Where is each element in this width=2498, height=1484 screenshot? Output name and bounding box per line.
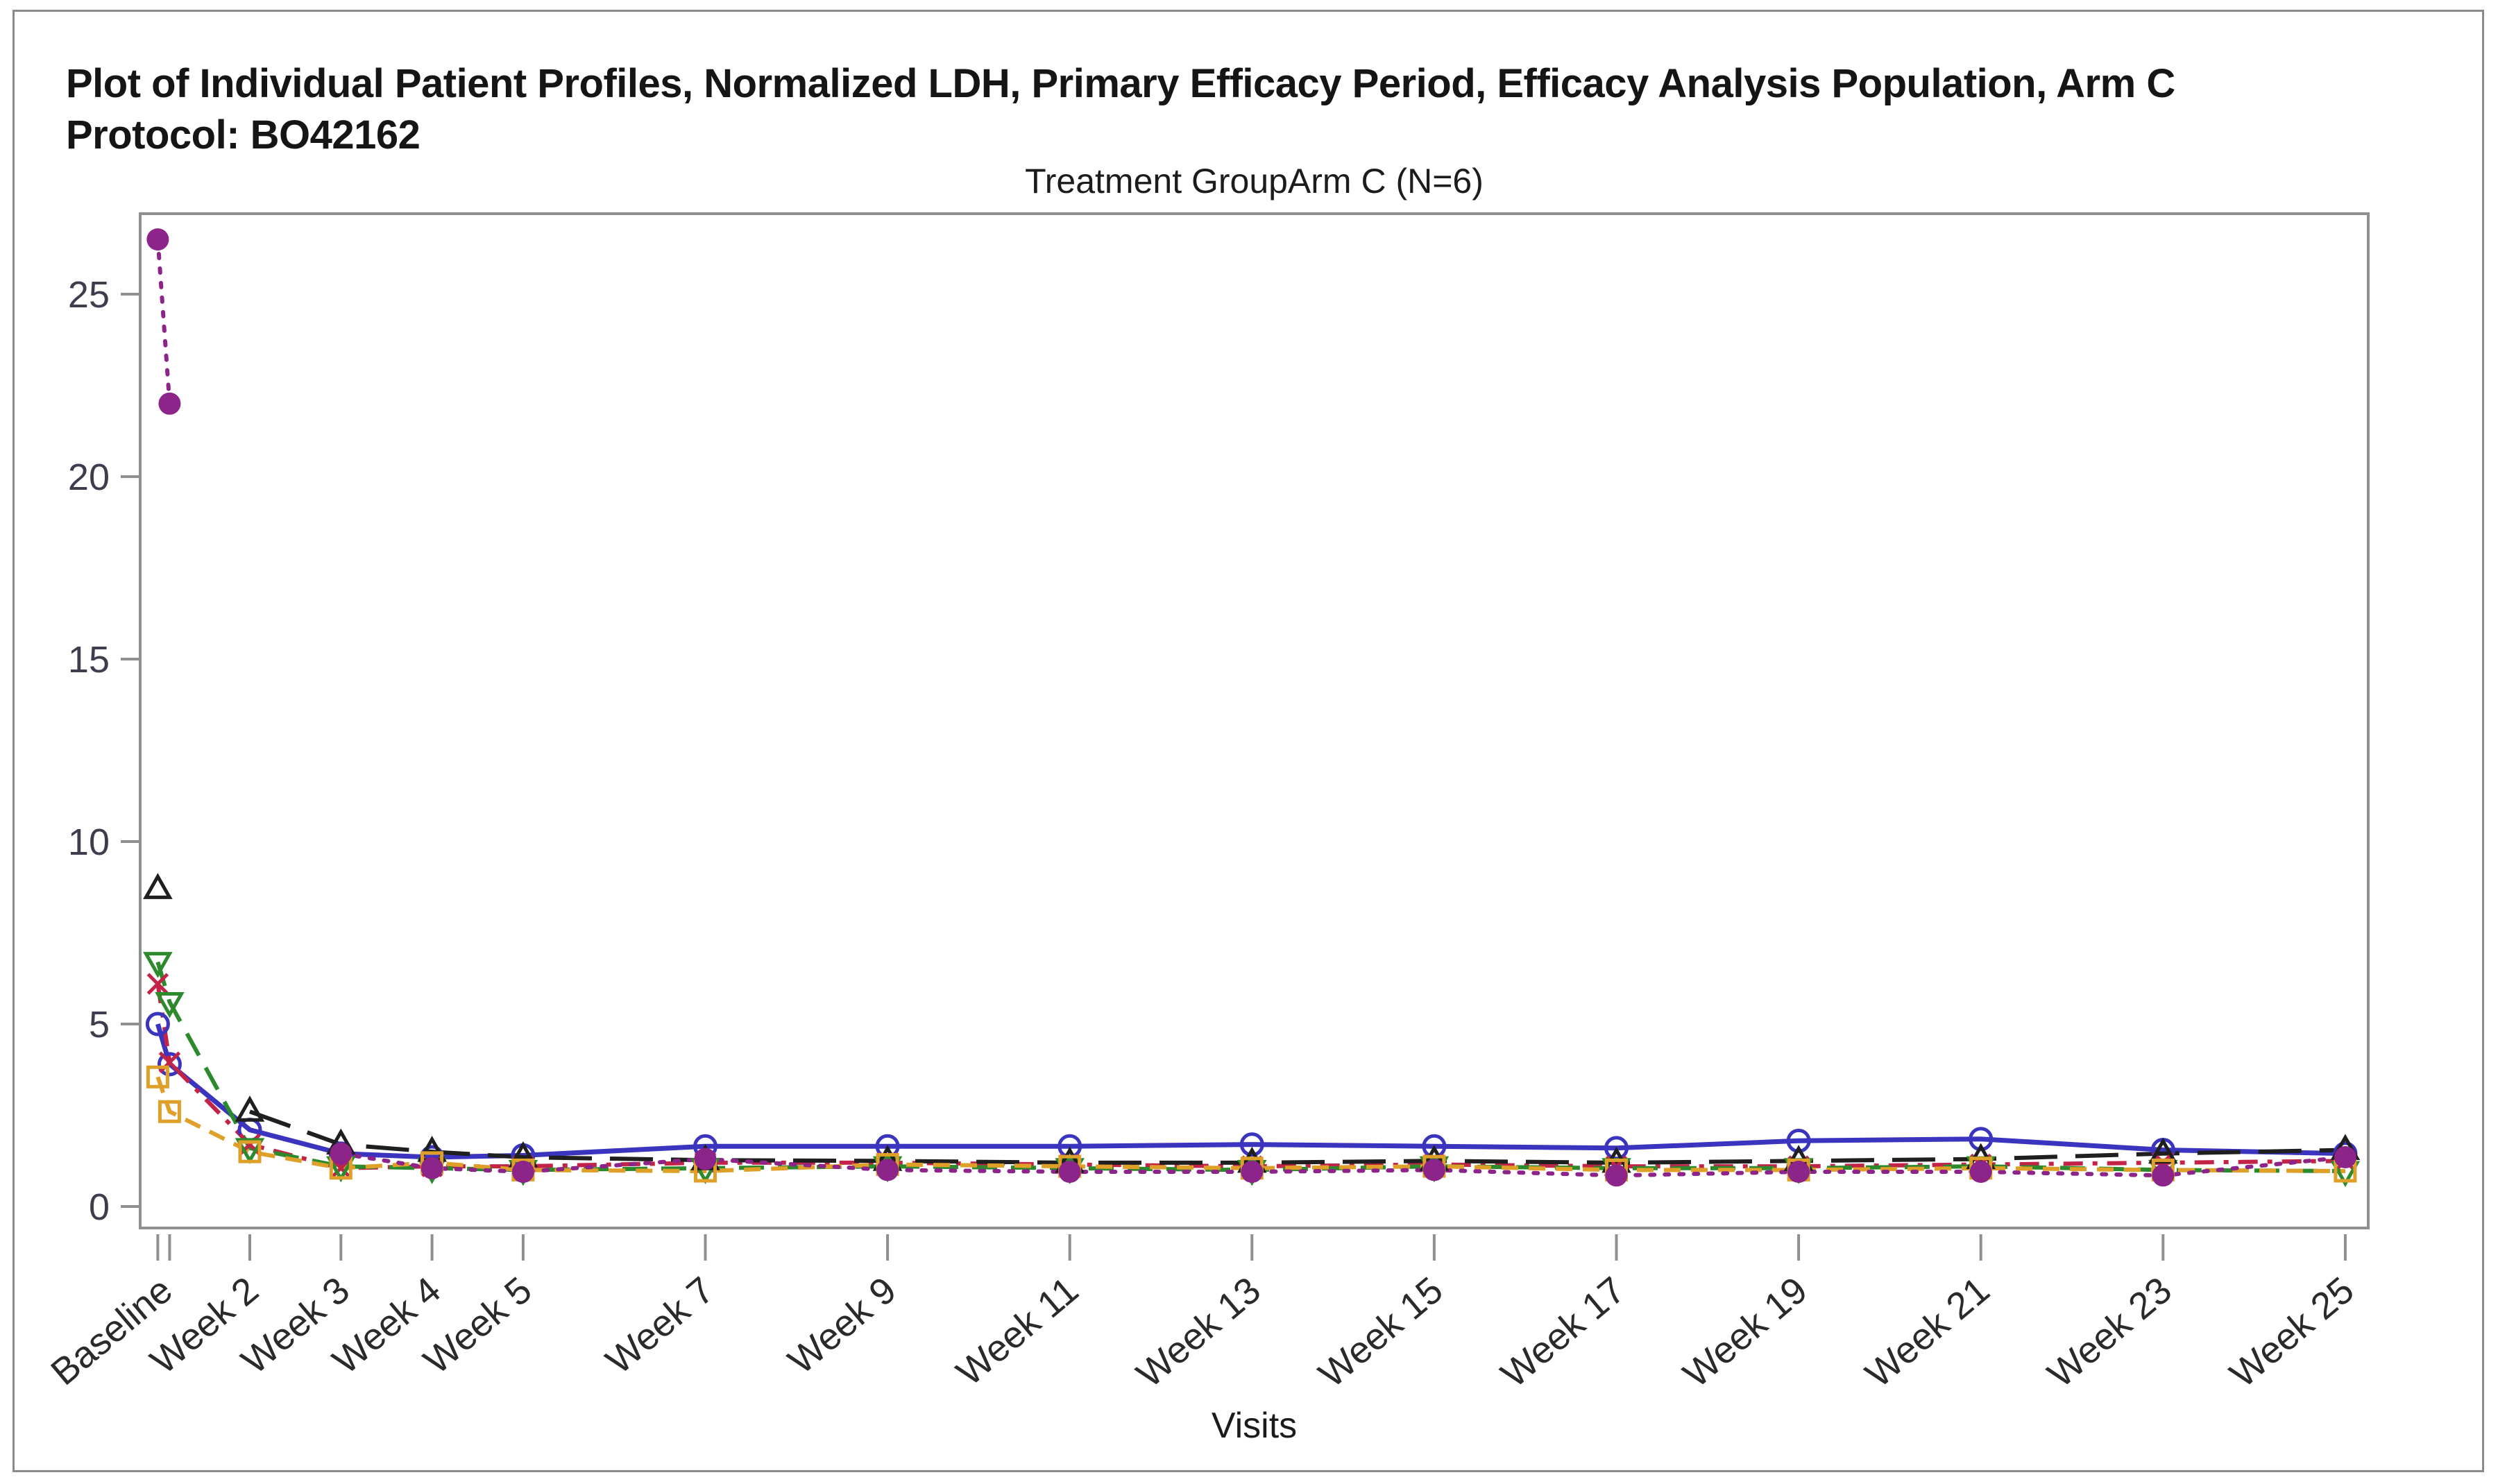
y-axis-tick-label: 20 xyxy=(68,457,110,498)
x-axis-title: Visits xyxy=(1212,1406,1297,1446)
marker-circle-filled-patient-6 xyxy=(876,1159,899,1182)
marker-circle-filled-patient-6 xyxy=(330,1142,352,1165)
marker-circle-open-patient-1 xyxy=(157,1052,182,1077)
marker-square-open-patient-5 xyxy=(158,1100,181,1123)
marker-x-patient-2 xyxy=(146,973,169,995)
y-axis-tick-label: 15 xyxy=(68,639,110,681)
series-line-patient-6 xyxy=(155,237,2347,1178)
marker-circle-filled-patient-6 xyxy=(1969,1161,1992,1184)
marker-triangle-down-open-patient-3 xyxy=(155,991,185,1018)
series-line-patient-4 xyxy=(248,1109,2345,1165)
x-axis-visit-label: Week 21 xyxy=(1858,1269,1997,1395)
marker-square-open-patient-5 xyxy=(238,1140,262,1163)
y-axis-tick-label: 0 xyxy=(89,1186,110,1228)
marker-circle-filled-patient-6 xyxy=(511,1161,534,1184)
marker-circle-filled-patient-6 xyxy=(694,1148,717,1170)
marker-circle-filled-patient-6 xyxy=(2334,1145,2356,1168)
x-axis-visit-label: Week 9 xyxy=(781,1269,904,1382)
marker-circle-filled-patient-6 xyxy=(1422,1159,1445,1182)
x-axis-visit-label: Week 11 xyxy=(949,1269,1086,1394)
marker-circle-open-patient-1 xyxy=(145,1012,170,1037)
x-axis-visit-label: Baseline xyxy=(43,1269,180,1393)
chart-title-line1: Plot of Individual Patient Profiles, Nor… xyxy=(66,61,2175,106)
plot-wall xyxy=(139,212,2370,1229)
x-axis-visit-label: Week 19 xyxy=(1676,1269,1815,1395)
marker-circle-filled-patient-6 xyxy=(420,1157,443,1179)
y-axis-tick-label: 25 xyxy=(68,274,110,316)
chart-title-line2: Protocol: BO42162 xyxy=(66,112,420,157)
marker-circle-filled-patient-6 xyxy=(1241,1161,1264,1184)
marker-triangle-up-open-patient-4 xyxy=(143,873,173,899)
treatment-group-subtitle: Treatment GroupArm C (N=6) xyxy=(1025,162,1484,201)
x-axis-visit-label: Week 13 xyxy=(1129,1269,1268,1395)
marker-circle-open-patient-1 xyxy=(1239,1132,1264,1157)
series-line-patient-1 xyxy=(155,1023,2345,1160)
marker-triangle-up-open-patient-4 xyxy=(235,1095,265,1122)
y-axis-tick-label: 5 xyxy=(89,1004,110,1046)
y-axis-tick-label: 10 xyxy=(68,821,110,863)
x-axis-visit-label: Week 7 xyxy=(598,1269,722,1382)
marker-circle-filled-patient-6 xyxy=(146,228,169,251)
marker-circle-filled-patient-6 xyxy=(1058,1161,1081,1184)
x-axis-visit-label: Week 15 xyxy=(1311,1269,1451,1395)
series-line-patient-5 xyxy=(155,1076,2345,1174)
chart-title: Plot of Individual Patient Profiles, Nor… xyxy=(66,58,2286,161)
marker-triangle-down-open-patient-3 xyxy=(235,1138,265,1164)
marker-square-open-patient-5 xyxy=(146,1065,169,1089)
x-axis-visit-label: Week 25 xyxy=(2223,1269,2362,1395)
marker-triangle-down-open-patient-3 xyxy=(143,952,173,978)
marker-circle-filled-patient-6 xyxy=(1605,1164,1628,1187)
x-axis-visit-label: Week 23 xyxy=(2040,1269,2180,1395)
marker-circle-filled-patient-6 xyxy=(1787,1161,1810,1184)
marker-circle-filled-patient-6 xyxy=(2152,1164,2175,1187)
x-axis-visit-label: Week 17 xyxy=(1493,1269,1633,1395)
marker-circle-filled-patient-6 xyxy=(158,392,181,415)
